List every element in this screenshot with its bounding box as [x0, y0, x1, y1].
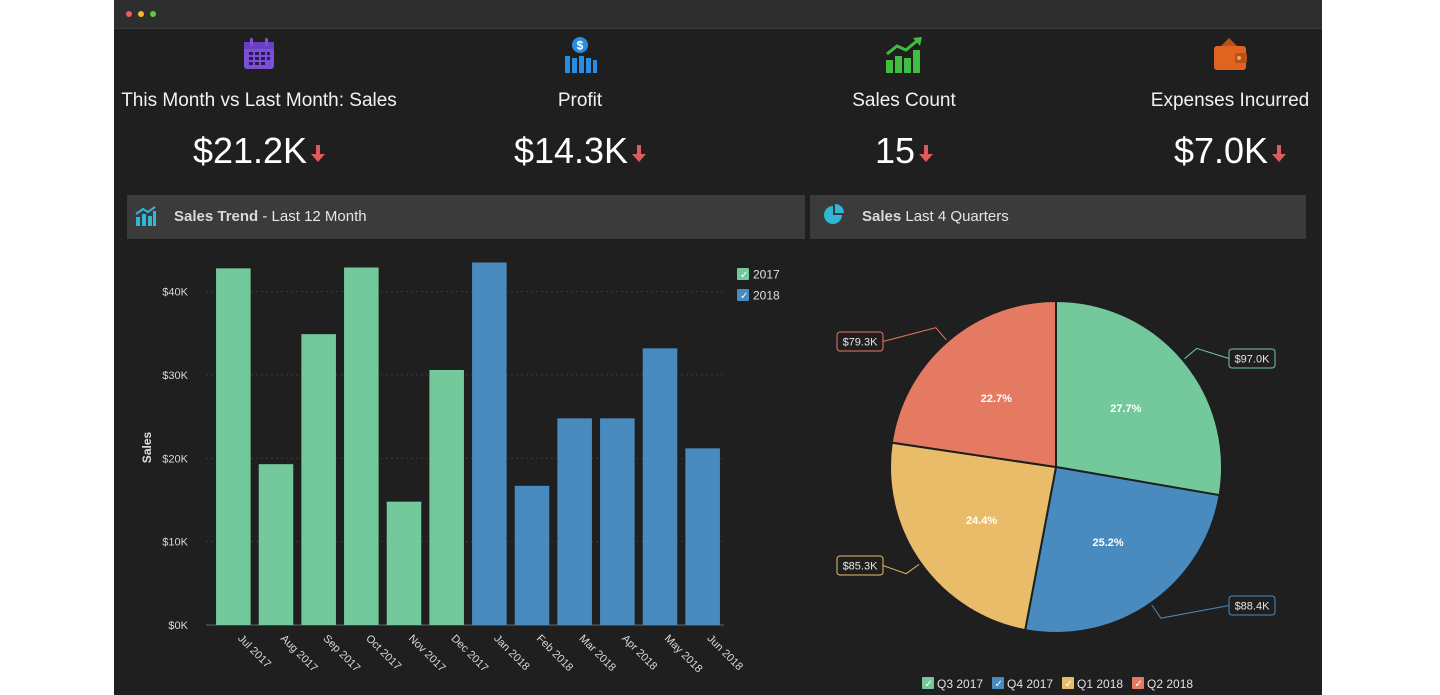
- x-tick-label: Jul 2017: [235, 633, 273, 671]
- maximize-window-button[interactable]: [150, 11, 156, 17]
- kpi-profit: $ Profit $14.3K: [480, 36, 680, 172]
- growth-chart-icon: [804, 36, 1004, 78]
- x-tick-label: Aug 2017: [278, 633, 320, 675]
- x-tick-label: Apr 2018: [619, 633, 659, 673]
- kpi-value: $14.3K: [513, 130, 629, 171]
- y-tick-label: $40K: [162, 287, 188, 299]
- pie-chart-icon: [824, 204, 844, 224]
- close-window-button[interactable]: [126, 11, 132, 17]
- kpi-sales-count: Sales Count 15: [804, 36, 1004, 172]
- kpi-value-wrap: $7.0K: [1134, 130, 1326, 172]
- kpi-value: $7.0K: [1173, 130, 1269, 171]
- sales-trend-panel-header: Sales Trend - Last 12 Month: [127, 195, 805, 239]
- panel-title: Sales Trend - Last 12 Month: [174, 208, 367, 225]
- bar: [429, 370, 464, 625]
- x-tick-label: Oct 2017: [363, 633, 403, 673]
- legend-label: 2017: [753, 268, 780, 282]
- y-tick-label: $10K: [162, 537, 188, 549]
- down-arrow-icon: [919, 145, 934, 162]
- bar: [301, 334, 336, 625]
- checkmark-icon: ✓: [740, 270, 748, 281]
- y-axis-label: Sales: [140, 431, 154, 463]
- kpi-label: Profit: [557, 90, 603, 111]
- x-tick-label: Nov 2017: [406, 633, 448, 675]
- bar: [642, 348, 678, 625]
- panel-title-bold: Sales Trend: [174, 208, 259, 225]
- kpi-value-wrap: $21.2K: [114, 130, 404, 172]
- kpi-value-wrap: 15: [804, 130, 1004, 172]
- bar: [600, 418, 635, 625]
- kpi-expenses: Expenses Incurred $7.0K: [1134, 36, 1326, 172]
- bar: [685, 448, 720, 625]
- x-tick-label: Mar 2018: [577, 633, 618, 674]
- down-arrow-icon: [632, 145, 647, 162]
- checkmark-icon: ✓: [740, 291, 748, 302]
- panel-title-bold: Sales: [862, 208, 902, 225]
- y-tick-label: $20K: [162, 453, 188, 465]
- bar: [216, 268, 251, 625]
- sales-trend-bar-chart: $0K $10K $20K $30K $40K Sales Jul 2017 Aug 2017…: [140, 262, 780, 676]
- bar: [472, 262, 507, 625]
- panel-title: Sales Last 4 Quarters: [862, 208, 1009, 225]
- title-bar: [114, 0, 1322, 29]
- kpi-label: Sales Count: [852, 90, 956, 111]
- y-tick-label: $0K: [168, 620, 188, 632]
- bar: [258, 464, 294, 625]
- kpi-label: Expenses Incurred: [1150, 90, 1310, 111]
- wallet-icon: [1134, 36, 1326, 78]
- kpi-sales: This Month vs Last Month: Sales $21.2K: [114, 36, 404, 172]
- legend-swatch: [737, 289, 749, 301]
- x-tick-label: Jan 2018: [491, 633, 531, 673]
- dashboard-window: This Month vs Last Month: Sales $21.2K $…: [114, 0, 1322, 695]
- panel-title-rest: - Last 12 Month: [258, 208, 367, 225]
- kpi-value: 15: [874, 130, 916, 171]
- bar: [344, 267, 379, 625]
- minimize-window-button[interactable]: [138, 11, 144, 17]
- calendar-icon: [114, 36, 404, 78]
- x-tick-label: May 2018: [662, 633, 705, 676]
- kpi-value-wrap: $14.3K: [480, 130, 680, 172]
- svg-text:$: $: [577, 39, 584, 53]
- x-tick-label: Dec 2017: [449, 633, 491, 675]
- panel-title-rest: Last 4 Quarters: [901, 208, 1009, 225]
- kpi-label: This Month vs Last Month: Sales: [121, 90, 397, 111]
- sales-quarters-panel-header: Sales Last 4 Quarters: [810, 195, 1306, 239]
- down-arrow-icon: [1272, 145, 1287, 162]
- bar-chart-icon: [135, 206, 156, 226]
- legend-swatch: [737, 268, 749, 280]
- money-bag-icon: $: [480, 36, 680, 78]
- kpi-value: $21.2K: [192, 130, 308, 171]
- bar: [514, 485, 550, 625]
- x-tick-label: Jun 2018: [705, 633, 745, 673]
- down-arrow-icon: [311, 145, 326, 162]
- legend-label: 2018: [753, 289, 780, 303]
- y-tick-label: $30K: [162, 370, 188, 382]
- x-tick-label: Feb 2018: [534, 633, 575, 674]
- bar: [386, 501, 422, 625]
- bar: [557, 418, 592, 625]
- x-tick-label: Sep 2017: [321, 633, 363, 675]
